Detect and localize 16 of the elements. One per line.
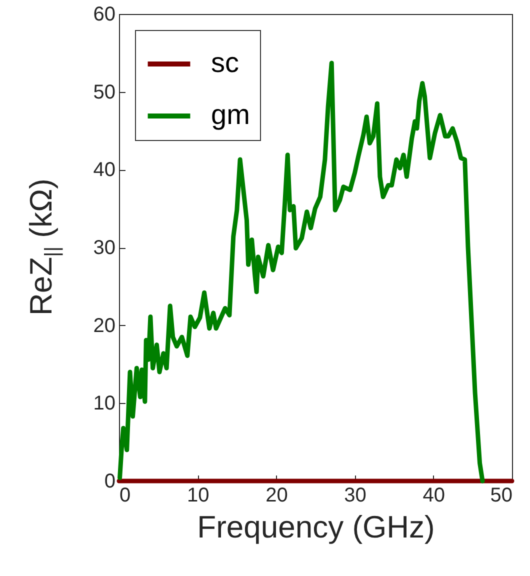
x-tick-label: 30	[344, 484, 366, 506]
x-tick-label: 40	[422, 484, 446, 506]
y-tick-label: 60	[93, 4, 116, 26]
legend-label: gm	[211, 99, 250, 130]
x-axis-title: Frequency (GHz)	[197, 510, 435, 544]
x-tick-label: 0	[120, 484, 131, 506]
y-tick-label: 30	[93, 237, 116, 259]
y-tick-label: 10	[93, 392, 116, 415]
y-tick-label: 20	[93, 314, 116, 337]
y-tick-label: 0	[104, 470, 116, 492]
x-tick-label: 20	[266, 484, 288, 506]
x-tick-label: 50	[490, 484, 512, 506]
legend-label: sc	[211, 47, 239, 78]
y-tick-label: 50	[93, 81, 116, 104]
y-tick-label: 40	[93, 159, 116, 182]
x-tick-label: 10	[186, 484, 210, 506]
